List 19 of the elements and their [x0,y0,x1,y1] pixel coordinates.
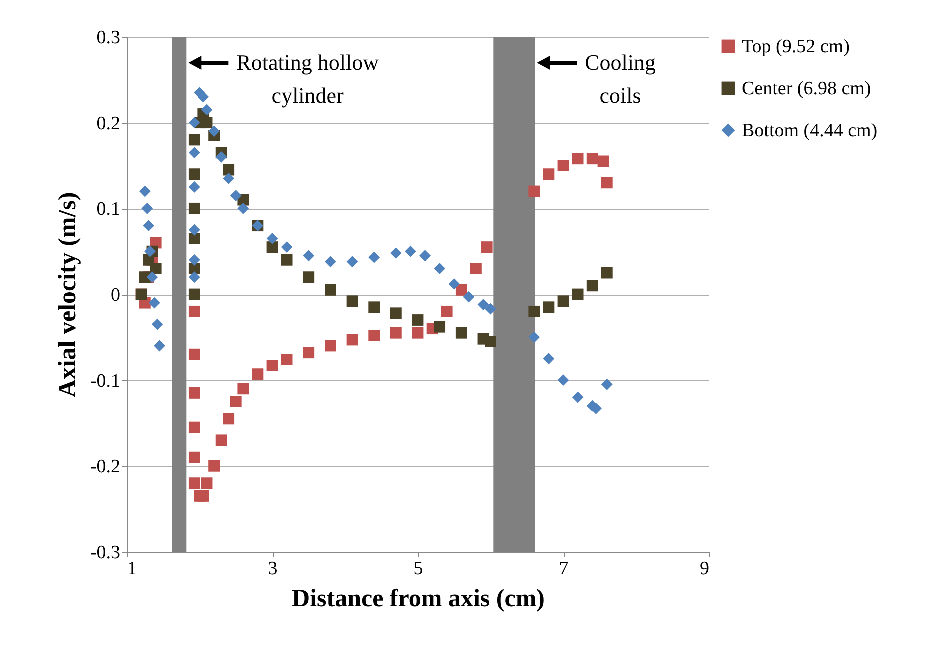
y-tick-label: -0.1 [90,370,120,392]
legend-label: Bottom (4.44 cm) [742,120,878,142]
legend-label: Top (9.52 cm) [742,36,850,58]
y-tick-label: 0 [111,285,120,306]
y-tick-label: 0.3 [96,28,120,48]
x-tick-label: 7 [559,558,569,580]
y-tick-label: 0.1 [96,199,120,220]
x-tick-label: 5 [414,558,424,580]
x-axis-title: Distance from axis (cm) [292,586,545,612]
x-tick-label: 3 [268,558,278,580]
y-tick-label: 0.2 [96,113,120,134]
band-label: Cooling coils [585,50,656,108]
y-axis-title: Axial velocity (m/s) [54,192,82,398]
legend-label: Center (6.98 cm) [742,78,872,100]
x-tick-label: 1 [128,558,137,580]
y-tick-label: -0.2 [90,456,120,478]
band-label: Rotating hollow cylinder [236,50,380,108]
y-tick-label: -0.3 [90,542,120,564]
x-tick-label: 9 [700,558,710,580]
